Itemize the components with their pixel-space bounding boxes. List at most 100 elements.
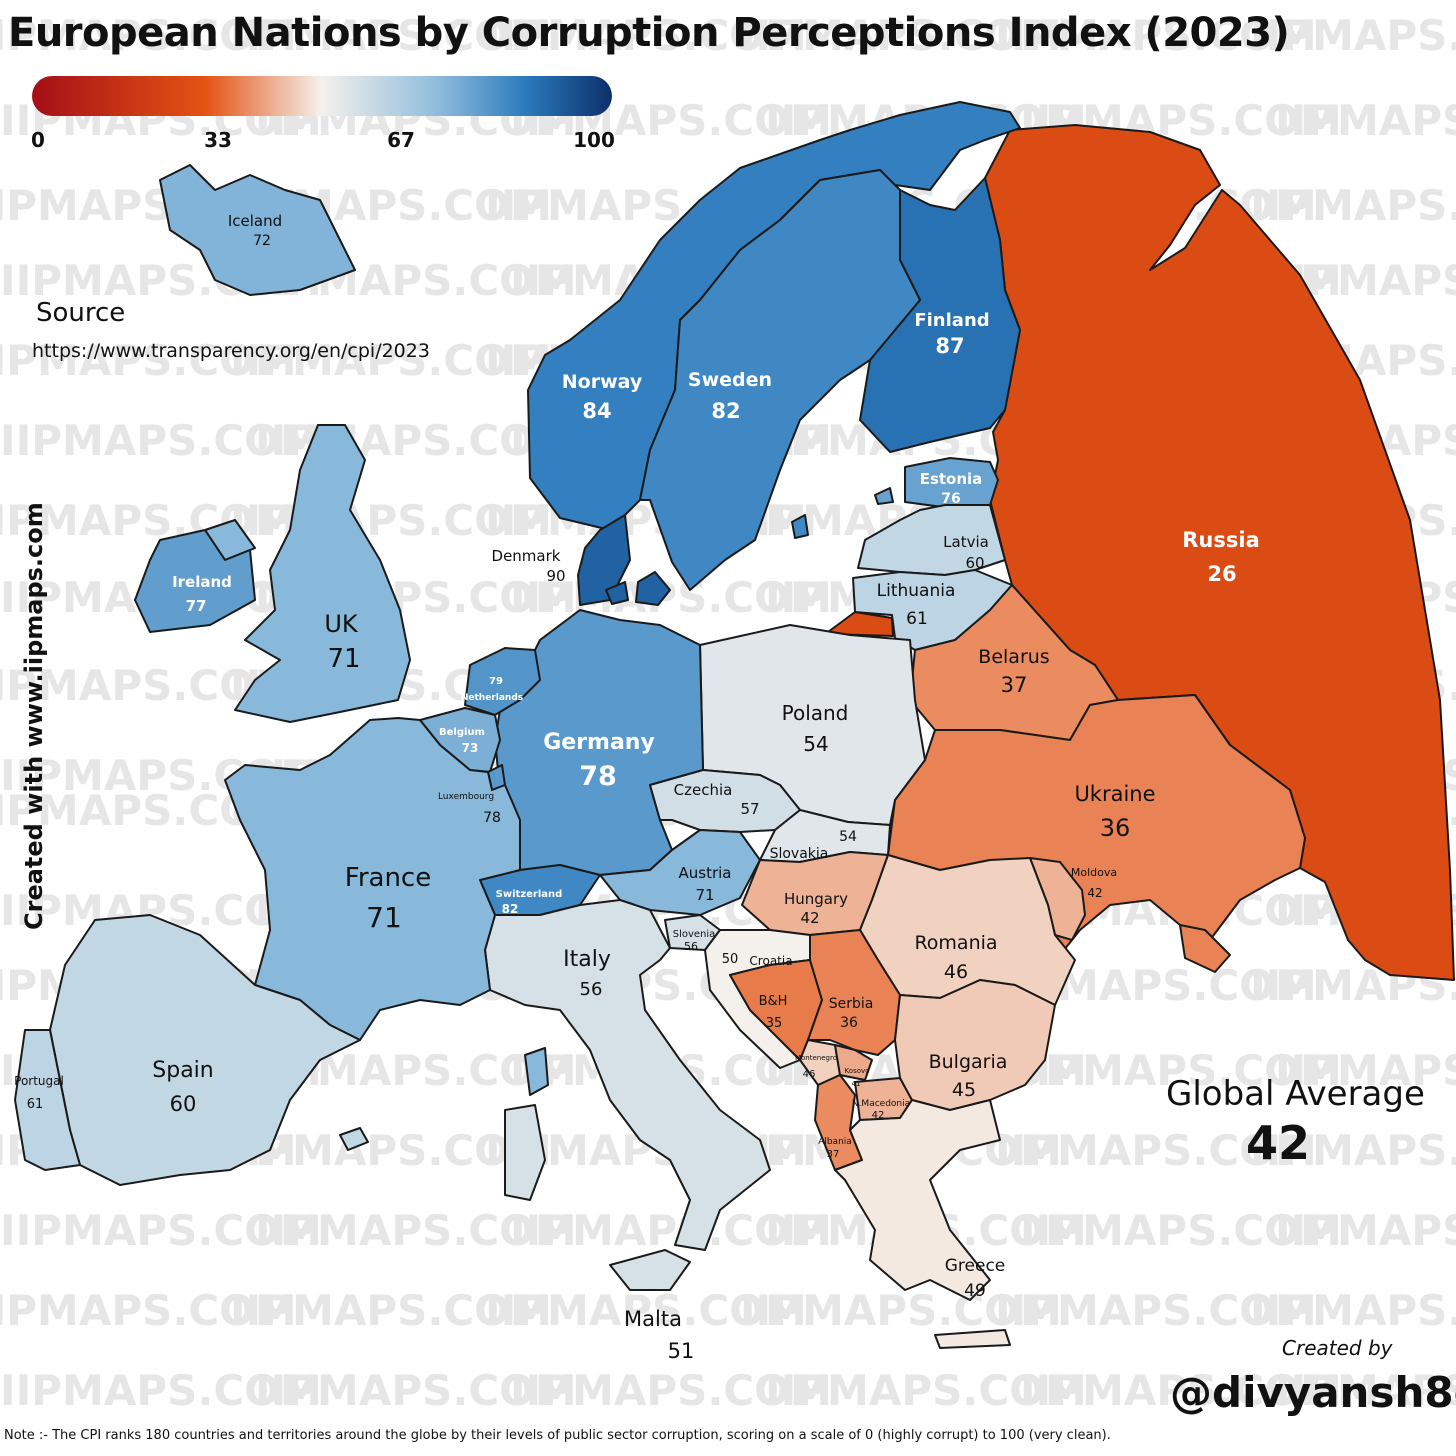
country-score-n-macedonia: 42 bbox=[872, 1110, 885, 1121]
legend-tick-100: 100 bbox=[573, 128, 615, 152]
country-name-malta: Malta bbox=[624, 1307, 682, 1331]
watermark-text: IIPMAPS.COM bbox=[485, 11, 807, 60]
country-score-slovakia: 54 bbox=[839, 829, 857, 845]
region-italy-sardinia bbox=[504, 1104, 546, 1201]
region-latvia bbox=[857, 504, 1006, 576]
watermark-text: IIPMAPS.COM bbox=[510, 573, 832, 622]
country-name-czechia: Czechia bbox=[674, 781, 733, 799]
country-name-moldova: Moldova bbox=[1071, 866, 1117, 879]
country-name-albania: Albania bbox=[818, 1137, 852, 1147]
country-name-belgium: Belgium bbox=[439, 727, 485, 738]
watermark-text: IIPMAPS.COM bbox=[485, 1286, 807, 1335]
country-name-kosovo: Kosovo bbox=[845, 1067, 870, 1075]
legend-color-bar bbox=[32, 76, 612, 116]
country-name-poland: Poland bbox=[782, 701, 849, 725]
country-name-bulgaria: Bulgaria bbox=[929, 1051, 1008, 1073]
country-score-portugal: 61 bbox=[27, 1097, 44, 1112]
watermark-text: IIPMAPS.COM bbox=[1250, 1126, 1456, 1175]
country-name-estonia: Estonia bbox=[920, 470, 983, 488]
country-name-ireland: Ireland bbox=[172, 573, 232, 591]
region-kosovo bbox=[834, 1044, 873, 1081]
watermark-text: IIPMAPS.COM bbox=[230, 1286, 552, 1335]
watermark-text: IIPMAPS.COM bbox=[1275, 1366, 1456, 1415]
country-name-portugal: Portugal bbox=[14, 1074, 64, 1088]
country-score-germany: 78 bbox=[579, 761, 617, 792]
country-score-croatia: 50 bbox=[722, 952, 739, 967]
region-spain-mallorca bbox=[339, 1127, 369, 1151]
country-name-italy: Italy bbox=[563, 947, 611, 972]
region-denmark bbox=[577, 514, 631, 606]
country-name-latvia: Latvia bbox=[943, 533, 989, 551]
source-heading: Source bbox=[36, 298, 126, 328]
country-name-slovenia: Slovenia bbox=[673, 929, 716, 940]
country-name-netherlands: Netherlands bbox=[461, 693, 523, 703]
country-labels: Iceland 72 Norway 84 Sweden 82 Finland 87 Russia… bbox=[14, 212, 1260, 1363]
region-sweden-gotland bbox=[791, 514, 809, 539]
country-score-austria: 71 bbox=[695, 886, 714, 904]
country-name-russia: Russia bbox=[1182, 528, 1260, 552]
country-score-poland: 54 bbox=[803, 732, 828, 756]
watermark-text: IIPMAPS.COM bbox=[510, 1366, 832, 1415]
country-score-sweden: 82 bbox=[711, 399, 740, 423]
country-score-uk: 71 bbox=[327, 644, 360, 674]
created-by-label: Created by bbox=[1282, 1336, 1393, 1360]
region-italy bbox=[484, 899, 771, 1251]
country-name-france: France bbox=[345, 863, 431, 893]
country-score-slovenia: 56 bbox=[684, 940, 698, 953]
country-score-kosovo: 41 bbox=[852, 1080, 861, 1088]
country-score-romania: 46 bbox=[944, 961, 968, 983]
country-name-romania: Romania bbox=[914, 932, 997, 954]
region-estonia bbox=[904, 457, 999, 509]
region-denmark-zealand bbox=[635, 571, 671, 606]
legend-tick-0: 0 bbox=[31, 128, 45, 152]
country-name-sweden: Sweden bbox=[688, 369, 772, 391]
country-name-iceland: Iceland bbox=[228, 212, 282, 230]
watermark-text: IIPMAPS.COM bbox=[1020, 1206, 1342, 1255]
country-name-germany: Germany bbox=[543, 730, 655, 755]
country-score-czechia: 57 bbox=[740, 800, 759, 818]
country-name-switzerland: Switzerland bbox=[496, 889, 563, 900]
country-name-slovakia: Slovakia bbox=[770, 846, 829, 862]
country-score-albania: 37 bbox=[827, 1149, 840, 1160]
country-name-b-h: B&H bbox=[759, 994, 788, 1009]
country-score-iceland: 72 bbox=[253, 233, 271, 249]
region-greece bbox=[834, 1099, 1001, 1301]
country-score-denmark: 90 bbox=[546, 567, 565, 585]
watermark-text: IIPMAPS.COM bbox=[1275, 1046, 1456, 1095]
country-score-spain: 60 bbox=[170, 1092, 197, 1116]
country-name-denmark: Denmark bbox=[492, 547, 561, 565]
country-score-montenegro: 46 bbox=[803, 1069, 816, 1080]
watermark-text: IIPMAPS.COM bbox=[0, 336, 297, 385]
region-estonia-saaremaa bbox=[874, 487, 894, 505]
watermark-text: IIPMAPS.COM bbox=[255, 1366, 577, 1415]
country-name-greece: Greece bbox=[945, 1256, 1006, 1276]
watermark-text: IIPMAPS.COM bbox=[0, 1286, 297, 1335]
country-score-belgium: 73 bbox=[462, 741, 479, 755]
region-netherlands bbox=[464, 647, 541, 716]
country-name-finland: Finland bbox=[914, 310, 989, 331]
region-ukraine-crimea bbox=[1179, 924, 1231, 973]
region-france bbox=[224, 717, 521, 1041]
country-score-ireland: 77 bbox=[186, 597, 207, 615]
watermark-text: IIPMAPS.COM bbox=[1275, 96, 1456, 145]
global-average-value: 42 bbox=[1246, 1116, 1311, 1170]
country-score-moldova: 42 bbox=[1087, 886, 1102, 900]
watermark-text: IIPMAPS.COM bbox=[1250, 181, 1456, 230]
country-name-spain: Spain bbox=[152, 1058, 213, 1083]
country-score-serbia: 36 bbox=[840, 1015, 858, 1031]
country-name-uk: UK bbox=[324, 610, 359, 638]
watermark-text: IIPMAPS.COM bbox=[230, 496, 552, 545]
legend-tick-33: 33 bbox=[204, 128, 232, 152]
country-score-latvia: 60 bbox=[965, 554, 984, 572]
watermark-text: IIPMAPS.COM bbox=[740, 1286, 1062, 1335]
legend-tick-67: 67 bbox=[387, 128, 415, 152]
country-score-ukraine: 36 bbox=[1100, 814, 1131, 842]
watermark-text: IIPMAPS.COM bbox=[0, 11, 297, 60]
country-score-belarus: 37 bbox=[1001, 673, 1028, 697]
watermark-text: IIPMAPS.COM bbox=[230, 336, 552, 385]
country-score-greece: 49 bbox=[964, 1281, 986, 1301]
footnote: Note :- The CPI ranks 180 countries and … bbox=[4, 1428, 1111, 1443]
country-name-belarus: Belarus bbox=[978, 646, 1049, 668]
country-score-italy: 56 bbox=[580, 979, 603, 1000]
